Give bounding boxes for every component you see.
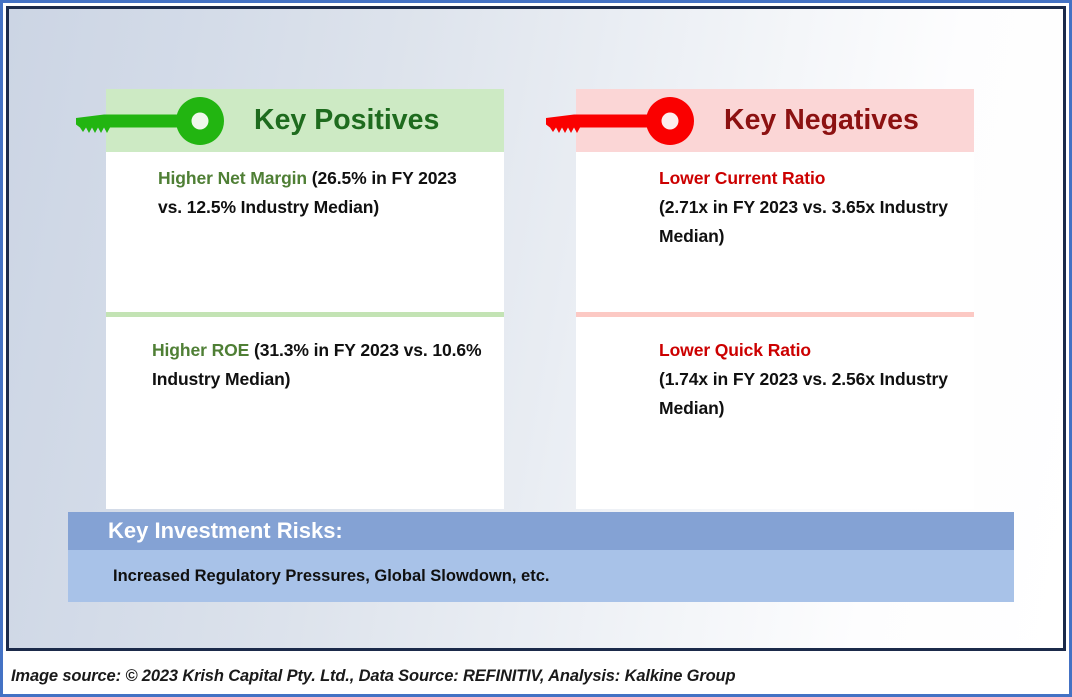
key-investment-risks-header: Key Investment Risks: <box>68 512 1014 550</box>
key-negatives-item-2: Lower Quick Ratio (1.74x in FY 2023 vs. 2… <box>659 336 959 423</box>
key-negatives-item-2-lead: Lower Quick Ratio <box>659 340 811 360</box>
key-positives-header: Key Positives <box>76 89 504 152</box>
key-negatives-card: Key Negatives Lower Current Ratio (2.71x … <box>546 89 974 509</box>
key-positives-item-1-detail: (26.5% in FY 2023 vs. 12.5% Industry Med… <box>158 168 457 217</box>
key-negatives-item-1-lead: Lower Current Ratio <box>659 168 826 188</box>
key-negatives-divider <box>576 312 974 317</box>
key-positives-item-1: Higher Net Margin (26.5% in FY 2023 vs. … <box>158 164 458 222</box>
key-icon <box>544 97 700 145</box>
key-positives-item-2-detail: (31.3% in FY 2023 vs. 10.6% Industry Med… <box>152 340 482 389</box>
key-positives-item-2-slot: Higher ROE (31.3% in FY 2023 vs. 10.6% I… <box>106 317 504 509</box>
key-negatives-item-1: Lower Current Ratio (2.71x in FY 2023 vs.… <box>659 164 959 251</box>
key-investment-risks-title: Key Investment Risks: <box>108 518 343 543</box>
key-positives-card: Key Positives Higher Net Margin (26.5% i… <box>76 89 504 509</box>
slide-inner-border: Key Positives Higher Net Margin (26.5% i… <box>6 6 1066 651</box>
key-positives-divider <box>106 312 504 317</box>
key-negatives-item-1-slot: Lower Current Ratio (2.71x in FY 2023 vs.… <box>576 152 974 312</box>
key-negatives-item-2-slot: Lower Quick Ratio (1.74x in FY 2023 vs. 2… <box>576 317 974 509</box>
key-negatives-header: Key Negatives <box>546 89 974 152</box>
key-negatives-body: Lower Current Ratio (2.71x in FY 2023 vs.… <box>576 152 974 509</box>
key-negatives-title: Key Negatives <box>724 104 919 136</box>
key-positives-item-1-lead: Higher Net Margin <box>158 168 308 188</box>
key-positives-item-2-lead: Higher ROE <box>152 340 250 360</box>
key-investment-risks-body: Increased Regulatory Pressures, Global S… <box>68 550 1014 602</box>
slide-content-stage: Key Positives Higher Net Margin (26.5% i… <box>9 9 1069 654</box>
key-investment-risks-text: Increased Regulatory Pressures, Global S… <box>113 567 550 585</box>
key-positives-title: Key Positives <box>254 104 440 136</box>
key-investment-risks-banner: Key Investment Risks: Increased Regulato… <box>68 512 1014 602</box>
key-positives-item-2: Higher ROE (31.3% in FY 2023 vs. 10.6% I… <box>152 336 492 394</box>
key-positives-item-1-slot: Higher Net Margin (26.5% in FY 2023 vs. … <box>106 152 504 312</box>
key-negatives-item-2-detail: (1.74x in FY 2023 vs. 2.56x Industry Med… <box>659 368 948 418</box>
key-positives-body: Higher Net Margin (26.5% in FY 2023 vs. … <box>106 152 504 509</box>
image-source-caption: Image source: © 2023 Krish Capital Pty. … <box>11 667 736 685</box>
key-negatives-item-1-detail: (2.71x in FY 2023 vs. 3.65x Industry Med… <box>659 196 948 246</box>
key-icon <box>74 97 230 145</box>
